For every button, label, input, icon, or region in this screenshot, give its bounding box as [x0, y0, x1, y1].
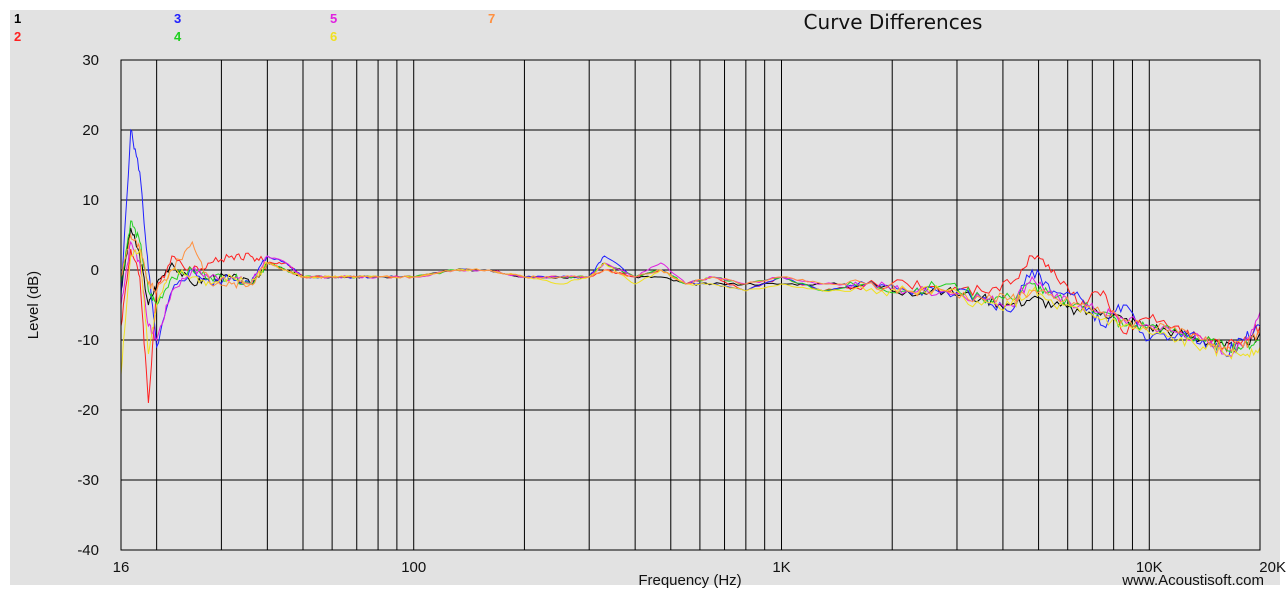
x-tick-label: 100 [401, 559, 426, 576]
watermark: www.Acoustisoft.com [1121, 572, 1264, 589]
y-tick-label: -30 [77, 472, 99, 489]
x-tick-labels: 16 100 1K 10K 20K [113, 559, 1286, 576]
y-tick-label: -10 [77, 332, 99, 349]
x-axis-label: Frequency (Hz) [638, 572, 741, 589]
series-layer [120, 128, 1261, 404]
chart-title: Curve Differences [804, 10, 983, 34]
x-tick-label: 10K [1136, 559, 1163, 576]
y-tick-label: 30 [82, 52, 99, 69]
plot-frame [120, 59, 1261, 551]
series-line-7 [120, 233, 1261, 353]
x-tick-label: 1K [772, 559, 790, 576]
series-line-5 [120, 240, 1261, 358]
x-tick-label: 16 [113, 559, 130, 576]
legend-entry-3: 3 [174, 11, 181, 26]
y-tick-label: 10 [82, 192, 99, 209]
legend: 1 2 3 4 5 6 7 [14, 11, 495, 44]
y-tick-label: -40 [77, 542, 99, 559]
legend-entry-5: 5 [330, 11, 337, 26]
legend-entry-1: 1 [14, 11, 21, 26]
legend-entry-6: 6 [330, 29, 337, 44]
y-tick-label: -20 [77, 402, 99, 419]
legend-entry-4: 4 [174, 29, 182, 44]
y-tick-labels: 30 20 10 0 -10 -20 -30 -40 [77, 52, 99, 559]
x-tick-label: 20K [1259, 559, 1286, 576]
y-tick-label: 20 [82, 122, 99, 139]
legend-entry-2: 2 [14, 29, 21, 44]
y-axis-label: Level (dB) [25, 271, 42, 339]
y-tick-label: 0 [91, 262, 99, 279]
series-line-2 [120, 248, 1261, 404]
legend-entry-7: 7 [488, 11, 495, 26]
